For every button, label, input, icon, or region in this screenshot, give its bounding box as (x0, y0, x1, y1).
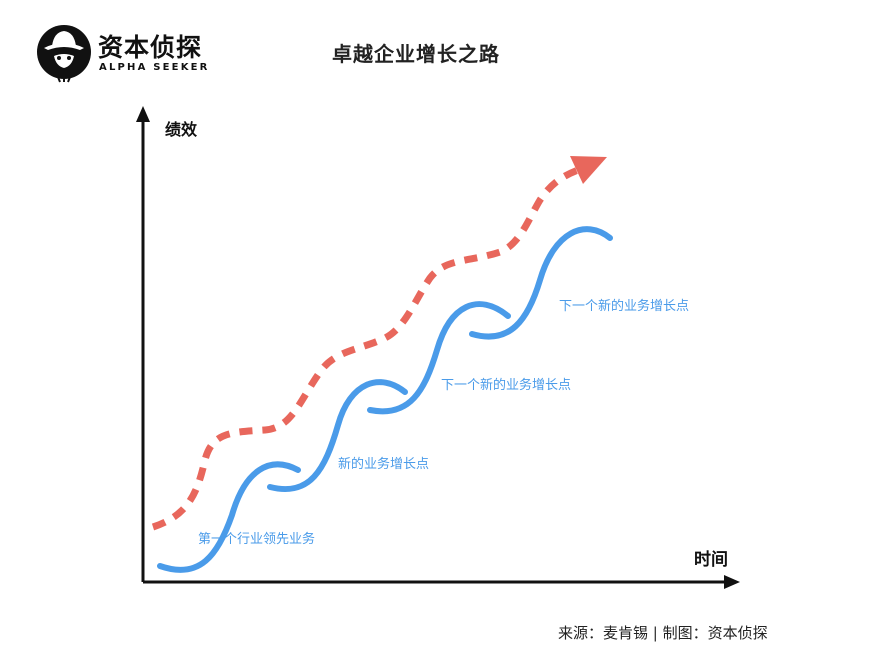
s-curve-2 (267, 379, 408, 492)
stage-label-2: 新的业务增长点 (338, 457, 430, 472)
stage-label-1: 第一个行业领先业务 (198, 532, 316, 547)
page-title: 卓越企业增长之路 (332, 42, 500, 66)
detective-logo-icon (37, 25, 91, 83)
brand-logo: 资本侦探 ALPHA SEEKER (36, 22, 236, 86)
x-axis-label: 时间 (694, 550, 728, 570)
trend-dashed-line (151, 166, 580, 531)
s-curve-1 (157, 461, 301, 573)
y-axis-arrow-icon (136, 106, 150, 122)
logo-subtitle: ALPHA SEEKER (99, 62, 210, 73)
s-curve-3 (367, 301, 511, 415)
trend-arrowhead-icon (570, 156, 607, 184)
stage-label-3: 下一个新的业务增长点 (441, 378, 572, 393)
logo-name: 资本侦探 (98, 33, 203, 62)
source-caption: 来源：麦肯锡 | 制图：资本侦探 (558, 624, 768, 642)
x-axis-arrow-icon (724, 575, 740, 589)
s-curve-4 (469, 226, 613, 340)
stage-label-4: 下一个新的业务增长点 (559, 299, 690, 314)
y-axis-label: 绩效 (165, 120, 198, 139)
